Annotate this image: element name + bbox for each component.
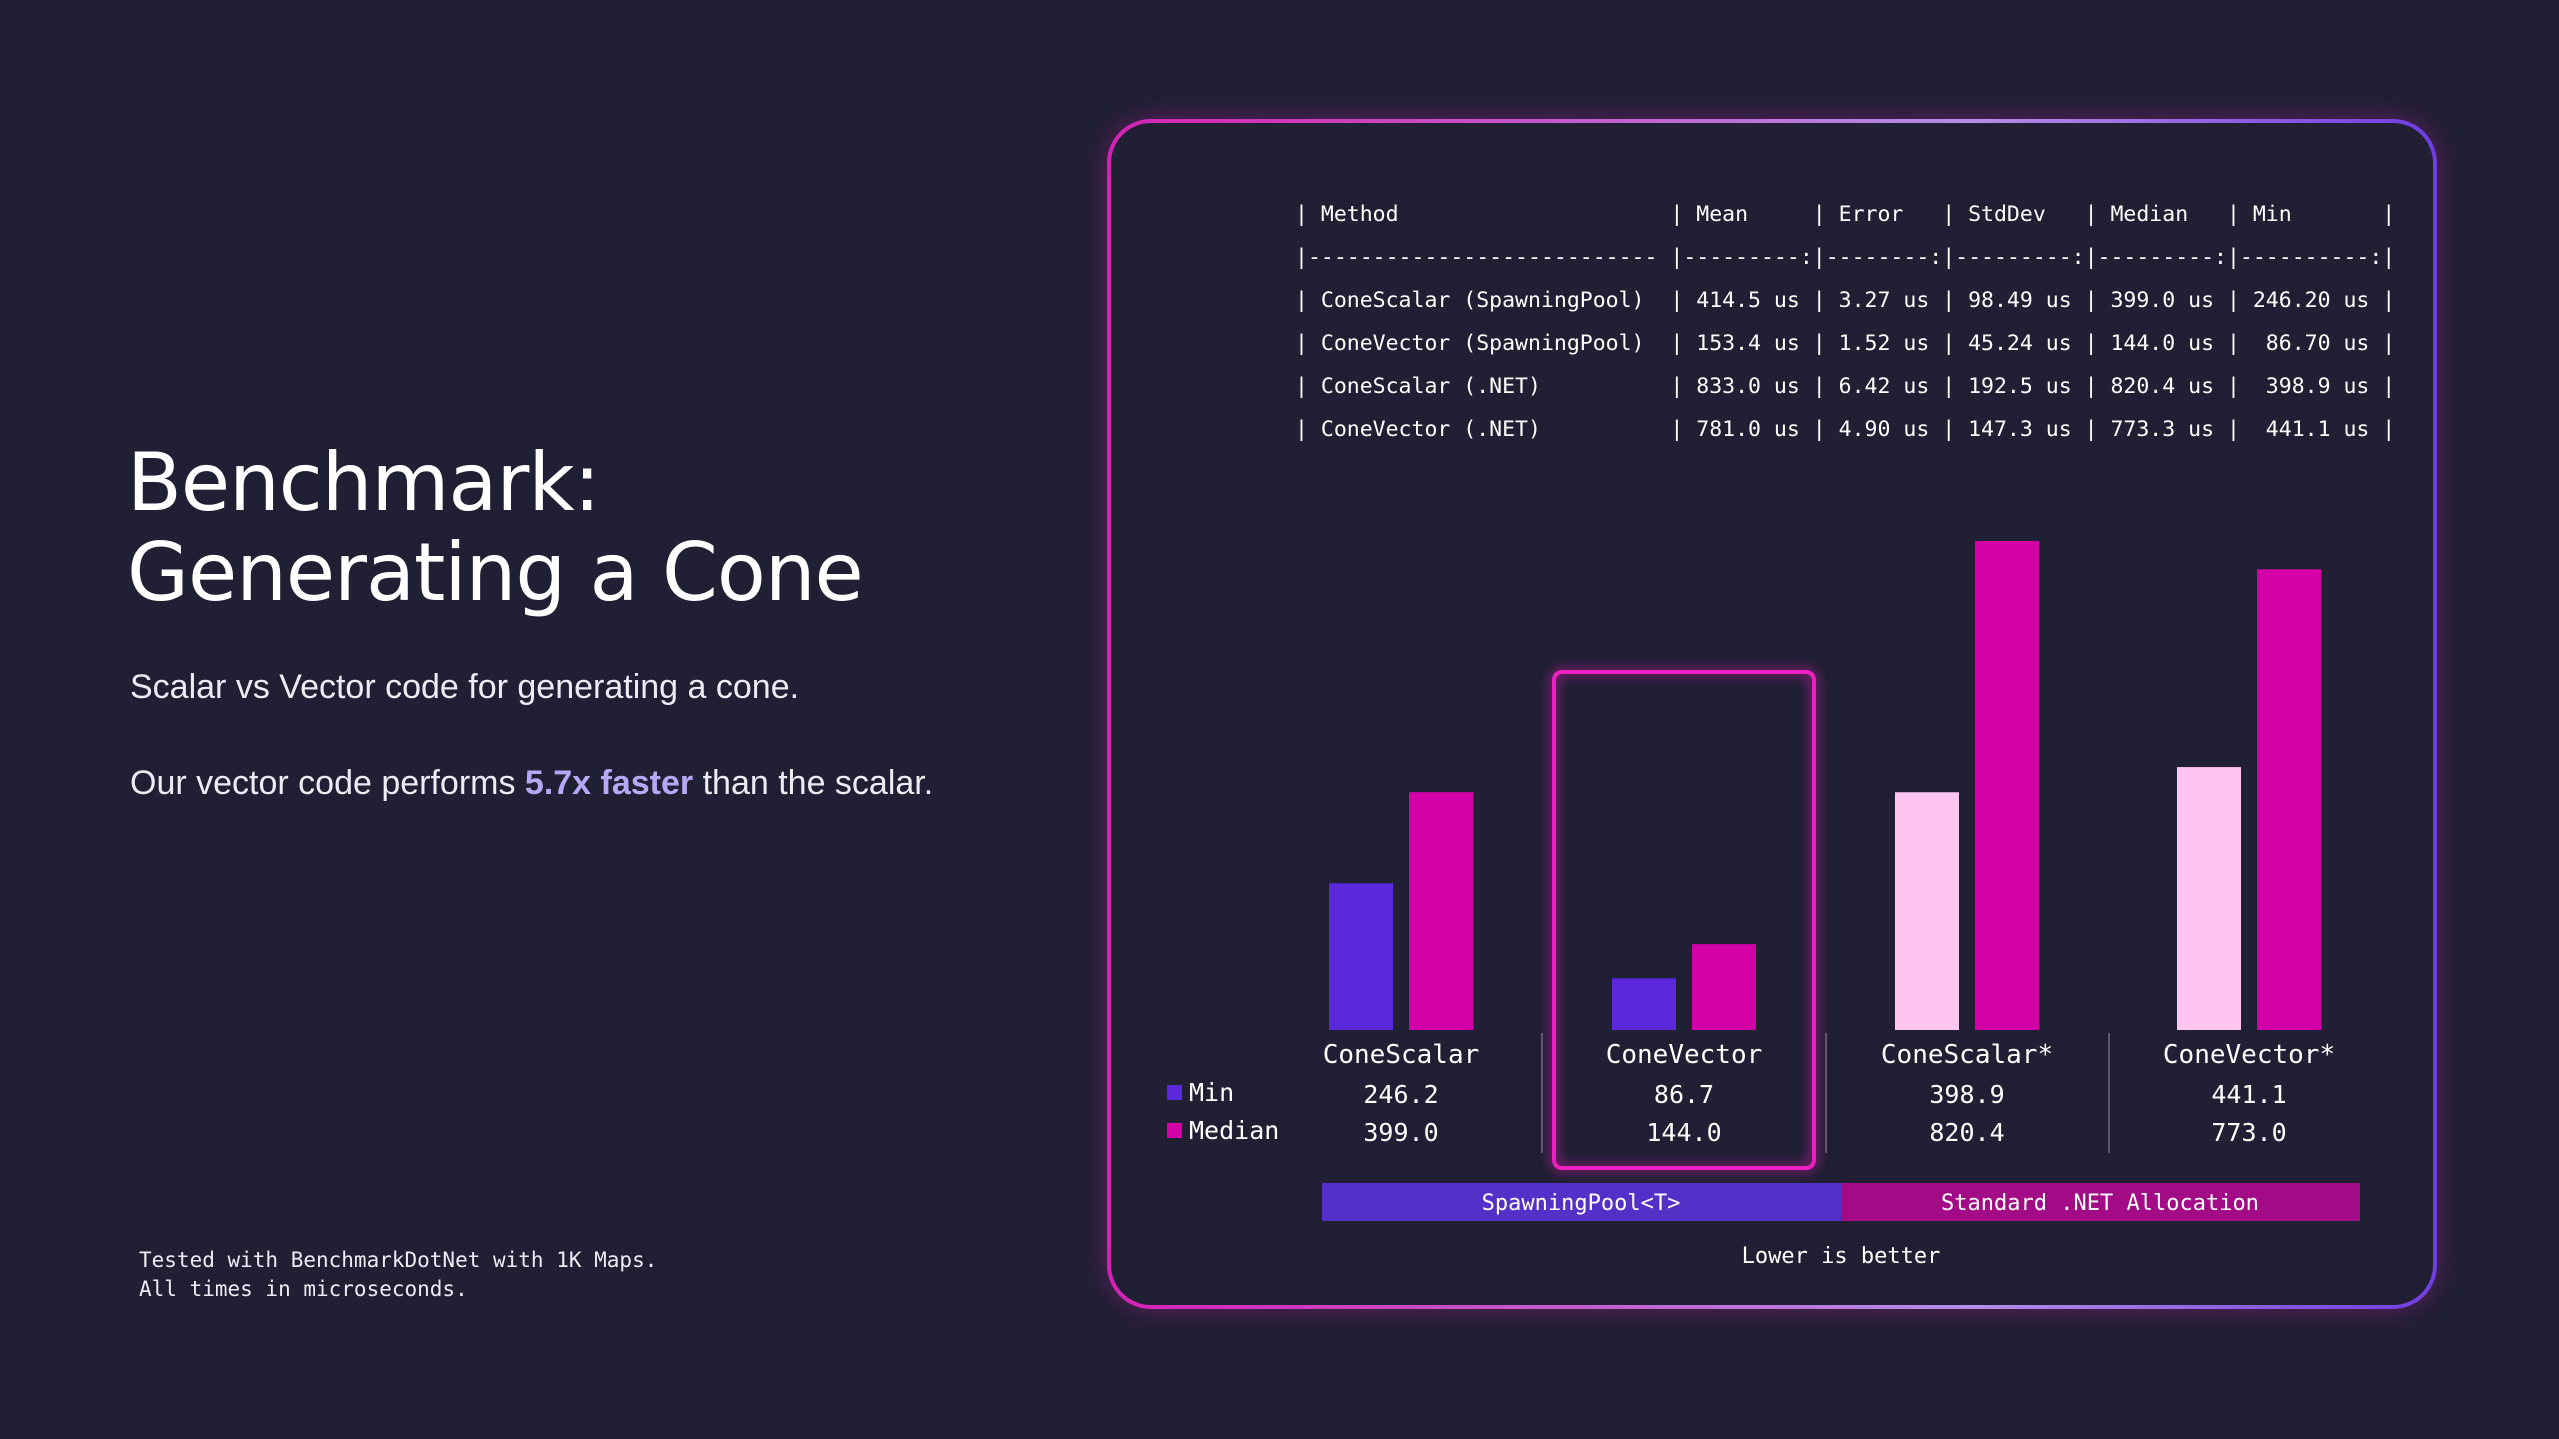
- value-label-median: 144.0: [1646, 1118, 1721, 1147]
- slide-subtitle: Scalar vs Vector code for generating a c…: [130, 668, 800, 706]
- bar-median-conevector: [1692, 944, 1756, 1030]
- legend-label-median: Median: [1189, 1116, 1279, 1145]
- legend-swatch-median: [1167, 1123, 1182, 1138]
- claim-suffix: than the scalar.: [693, 764, 934, 802]
- group-bar-standard-net: [1841, 1183, 2360, 1221]
- benchmark-panel: | Method | Mean | Error | StdDev | Media…: [1107, 119, 2437, 1309]
- legend-label-min: Min: [1189, 1078, 1234, 1107]
- table-row-5: | ConeVector (.NET) | 781.0 us | 4.90 us…: [1295, 417, 2395, 442]
- value-label-min: 86.7: [1654, 1080, 1714, 1109]
- highlight-frame: [1552, 670, 1816, 1170]
- group-label-spawningpool: SpawningPool<T>: [1482, 1191, 1681, 1216]
- bar-median-conescalar-net: [1975, 541, 2039, 1030]
- performance-claim: Our vector code performs 5.7x faster tha…: [130, 764, 933, 803]
- bar-median-conevector-net: [2257, 569, 2321, 1030]
- bar-min-conevector-net: [2177, 767, 2241, 1030]
- bar-median-conescalar: [1409, 792, 1473, 1030]
- group-label-standard-net: Standard .NET Allocation: [1941, 1191, 2259, 1216]
- slide-title-line-1: Benchmark:: [127, 436, 601, 529]
- value-label-min: 441.1: [2211, 1080, 2286, 1109]
- slide-title-line-2: Generating a Cone: [127, 526, 864, 619]
- table-row-2: | ConeScalar (SpawningPool) | 414.5 us |…: [1295, 288, 2395, 313]
- benchmark-panel-body: | Method | Mean | Error | StdDev | Media…: [1111, 123, 2433, 1305]
- value-label-min: 398.9: [1929, 1080, 2004, 1109]
- chart-caption: Lower is better: [1742, 1244, 1941, 1269]
- footnote-line-2: All times in microseconds.: [139, 1277, 468, 1301]
- value-label-min: 246.2: [1363, 1080, 1438, 1109]
- category-label: ConeScalar: [1323, 1040, 1480, 1070]
- footnote-line-1: Tested with BenchmarkDotNet with 1K Maps…: [139, 1248, 658, 1272]
- claim-highlight: 5.7x faster: [524, 764, 694, 802]
- category-label: ConeScalar*: [1881, 1040, 2053, 1070]
- table-row-4: | ConeScalar (.NET) | 833.0 us | 6.42 us…: [1295, 374, 2395, 399]
- value-label-median: 399.0: [1363, 1118, 1438, 1147]
- table-row-1: |--------------------------- |---------:…: [1295, 245, 2395, 270]
- value-label-median: 773.0: [2211, 1118, 2286, 1147]
- footnote: Tested with BenchmarkDotNet with 1K Maps…: [139, 1246, 657, 1304]
- category-label: ConeVector: [1606, 1040, 1763, 1070]
- bar-min-conescalar-net: [1895, 792, 1959, 1030]
- slide-title: Benchmark: Generating a Cone: [127, 436, 864, 619]
- group-bar-spawningpool: [1322, 1183, 1841, 1221]
- table-row-0: | Method | Mean | Error | StdDev | Media…: [1295, 202, 2395, 227]
- value-label-median: 820.4: [1929, 1118, 2004, 1147]
- bar-min-conevector: [1612, 978, 1676, 1030]
- table-row-3: | ConeVector (SpawningPool) | 153.4 us |…: [1295, 331, 2395, 356]
- category-label: ConeVector*: [2163, 1040, 2335, 1070]
- claim-prefix: Our vector code performs: [130, 764, 525, 802]
- benchmark-chart: | Method | Mean | Error | StdDev | Media…: [1167, 202, 2395, 1269]
- legend-swatch-min: [1167, 1085, 1182, 1100]
- bar-min-conescalar: [1329, 883, 1393, 1030]
